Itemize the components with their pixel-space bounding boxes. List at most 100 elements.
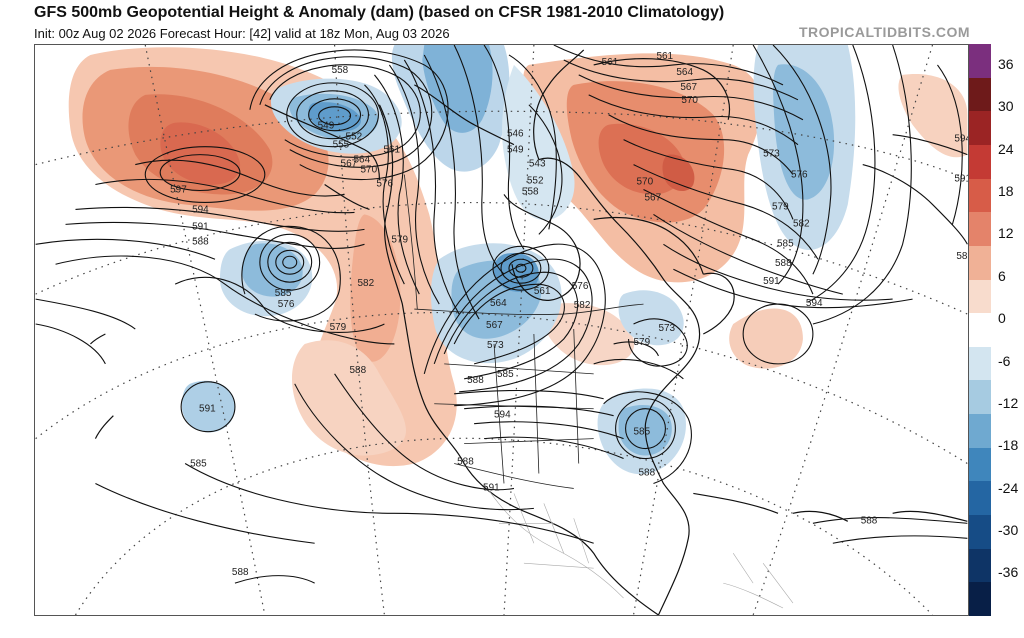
graticule [35,45,968,615]
contour-label: 549 [507,145,524,156]
contour-label: 567 [680,82,697,93]
contour-label: 567 [341,159,358,170]
contour-label: 555 [333,140,350,151]
contour-label: 549 [318,121,335,132]
contour-label: 591 [483,482,500,493]
contour-label: 591 [199,404,216,415]
contour-label: 576 [791,170,808,181]
colorbar-segment [969,414,991,449]
contour-label: 588 [861,515,878,526]
contour-label: 564 [490,298,507,309]
colorbar-tick-label: 12 [998,225,1014,242]
contour-label: 582 [574,300,591,311]
colorbar-tick-label: 0 [998,310,1006,327]
contour-label: 582 [793,218,810,229]
contour-label: 594 [954,134,969,145]
contour-label: 594 [494,410,511,421]
contour-label: 588 [232,567,249,578]
colorbar-tick-label: 6 [998,267,1006,284]
contour-label: 561 [656,51,673,62]
colorbar-segment [969,346,991,381]
contour-label: 585 [497,369,514,380]
contour-label: 591 [954,174,969,185]
contour-label: 546 [507,129,524,140]
contour-label: 588 [192,236,209,247]
contour-label: 567 [644,192,661,203]
contour-label: 576 [572,281,589,292]
colorbar-tick-label: -36 [998,564,1019,581]
brand-watermark: TROPICALTIDBITS.COM [798,24,970,40]
colorbar-tick-label: 30 [998,98,1014,115]
run-info: Init: 00z Aug 02 2026 Forecast Hour: [42… [34,26,450,41]
colorbar-segment [969,313,991,348]
colorbar-tick-label: -24 [998,479,1019,496]
colorbar-tick-label: -6 [998,352,1011,369]
contour-label: 552 [527,176,544,187]
coastlines [90,49,968,615]
colorbar-tick-label: -30 [998,522,1019,539]
colorbar-segment [969,548,991,583]
height-contours [35,45,968,584]
contour-label: 588 [350,365,367,376]
contour-label: 588 [956,251,969,262]
contour-label: 567 [486,320,503,331]
mexico-borders [483,483,794,609]
contour-label: 573 [763,149,780,160]
colorbar-segment [969,582,991,617]
contour-label: 552 [346,132,363,143]
contour-label: 561 [534,286,551,297]
contour-label: 588 [457,457,474,468]
contour-label: 588 [639,467,656,478]
contour-label: 558 [522,186,539,197]
colorbar-segment [969,111,991,146]
colorbar-segment [969,44,991,79]
contour-label: 579 [330,322,347,333]
contour-label: 582 [358,278,375,289]
colorbar-segment [969,144,991,180]
colorbar-segment [969,515,991,550]
contour-label: 588 [467,375,484,386]
contour-label: 579 [634,337,651,348]
colorbar-tick-label: -18 [998,437,1019,454]
colorbar-segment [969,245,991,281]
contour-label: 591 [763,276,780,287]
colorbar-segment [969,481,991,516]
colorbar-tick-label: 24 [998,140,1014,157]
colorbar-segment [969,77,991,112]
positive-anomaly-shading [68,47,968,467]
anomaly-colorbar [969,44,991,617]
contour-label: 561 [383,145,400,156]
colorbar-segment [969,279,991,314]
contour-label: 585 [190,459,207,470]
colorbar-segment [969,447,991,482]
colorbar-segment [969,178,991,213]
contour-label: 570 [637,177,654,188]
colorbar-tick-label: 36 [998,56,1014,72]
contour-label: 576 [278,299,295,310]
contour-label: 573 [487,340,504,351]
contour-label: 585 [634,427,651,438]
colorbar-segment [969,212,991,247]
contour-label: 561 [602,57,619,68]
colorbar-tick-label: -12 [998,394,1019,411]
contour-label: 579 [391,234,408,245]
colorbar-tick-label: 18 [998,183,1014,200]
contour-label: 543 [529,159,546,170]
contour-label: 579 [772,201,789,212]
contour-label: 564 [676,67,693,78]
contour-label: 588 [775,258,792,269]
contour-label: 594 [192,204,209,215]
contour-label: 591 [192,221,209,232]
contour-label: 594 [806,298,823,309]
contour-label: 564 [354,155,371,166]
contour-label: 585 [275,288,292,299]
contour-label: 573 [658,323,675,334]
contour-label: 585 [777,238,794,249]
chart-title: GFS 500mb Geopotential Height & Anomaly … [34,4,725,21]
contour-label: 558 [332,65,349,76]
contour-label: 570 [681,95,698,106]
contour-label: 570 [360,165,377,176]
contour-label: 597 [170,184,187,195]
